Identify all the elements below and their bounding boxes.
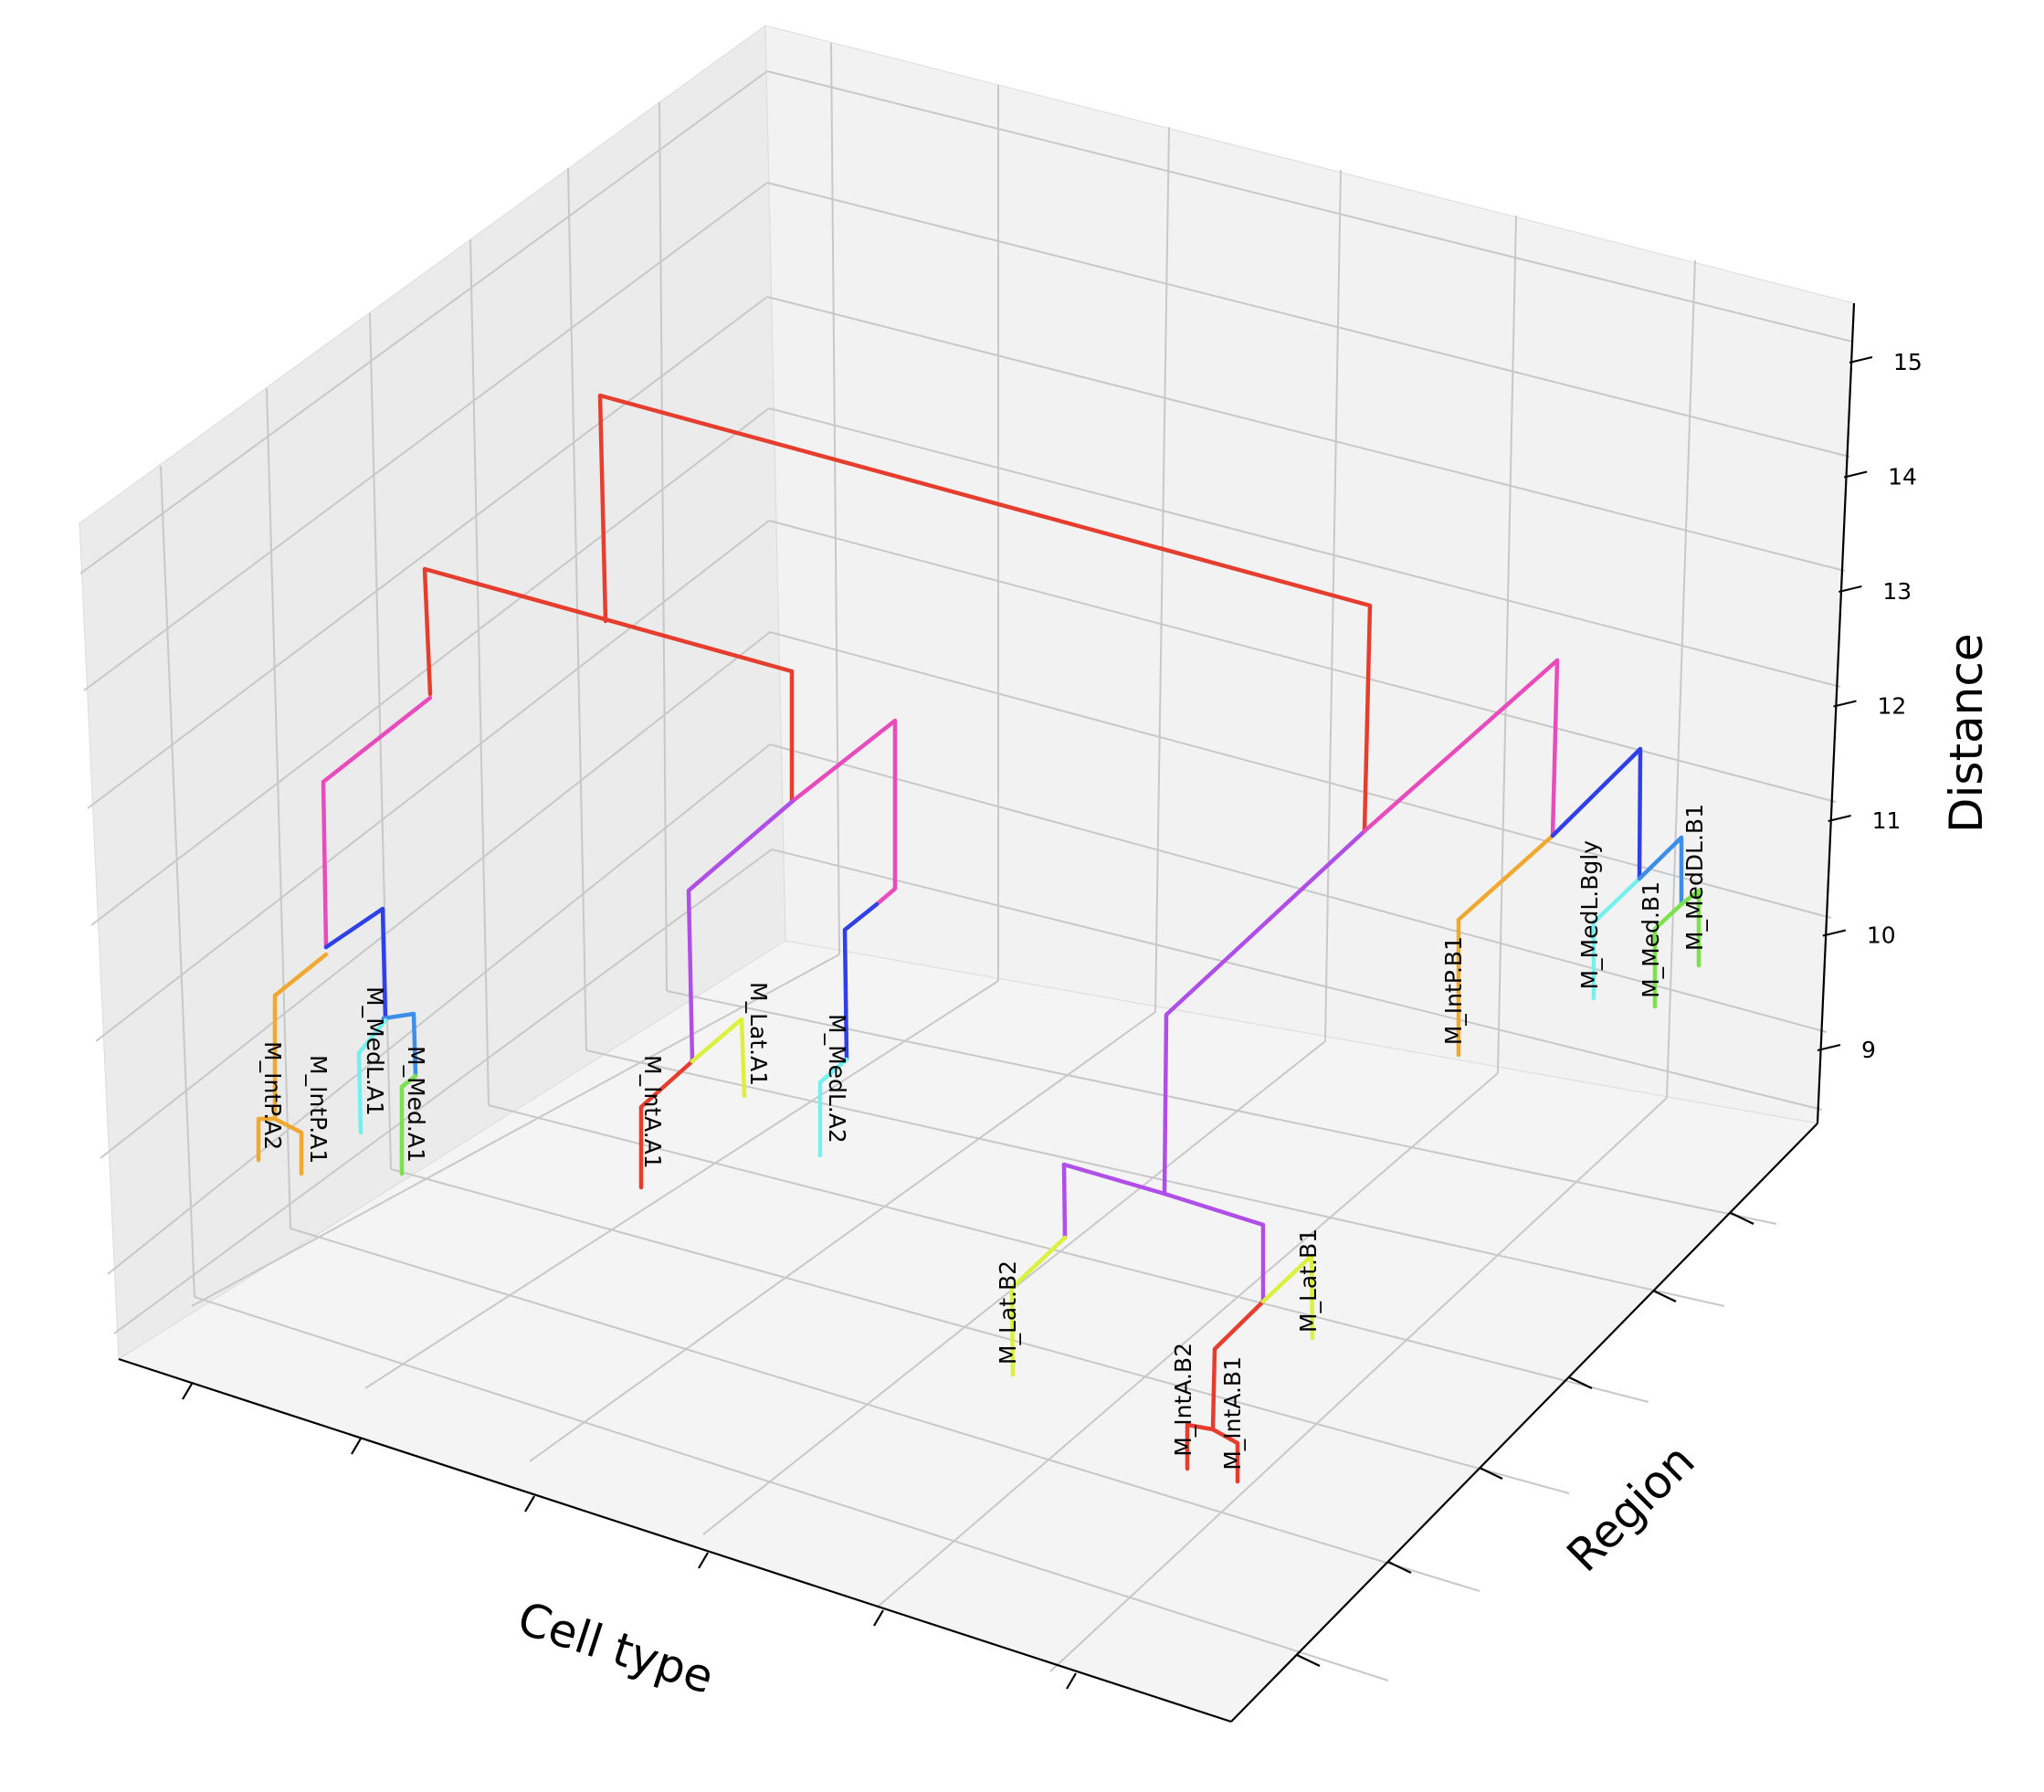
leaf-label: M_IntA.A1	[639, 1055, 666, 1169]
z-tick-label: 10	[1867, 922, 1896, 949]
leaf-label: M_MedL.Bgly	[1576, 840, 1603, 990]
branch-cyan-A1	[356, 1017, 388, 1135]
branch-red-A1	[638, 1059, 695, 1190]
z-tick-mark	[1817, 1044, 1841, 1051]
branch-orange-A2	[272, 1116, 304, 1176]
leaf-label: M_IntP.A2	[259, 1041, 286, 1150]
branch-blue-B	[1550, 746, 1643, 881]
z-tick-mark	[1833, 700, 1857, 708]
branch-purple-B	[1162, 828, 1367, 1196]
branch-green-B2	[1679, 888, 1702, 968]
leaf-label: M_Lat.A1	[745, 982, 772, 1086]
z-tick-mark	[1839, 585, 1862, 593]
z-tick-mark	[1828, 815, 1851, 822]
x-axis-line	[118, 1357, 1232, 1723]
leaf-label: M_MedL.A2	[824, 1014, 850, 1144]
z-tick-label: 9	[1861, 1037, 1876, 1063]
z-tick-label: 14	[1888, 464, 1917, 490]
z-tick-mark	[1822, 929, 1847, 937]
branch-pink-A2	[790, 718, 898, 907]
branch-green-B1	[1652, 901, 1684, 1009]
pane-back	[764, 25, 1855, 1124]
leaf-label: M_Med.B1	[1638, 881, 1664, 998]
leaf-label: M_IntP.B1	[1440, 936, 1467, 1045]
branch-red-A	[422, 566, 795, 804]
z-axis-title: Distance	[1940, 633, 1993, 833]
branch-cyan-A2	[817, 1057, 849, 1158]
z-axis-line	[1816, 302, 1856, 1124]
branch-purple-A2	[686, 798, 795, 1064]
branch-purple-B2	[1061, 1162, 1167, 1240]
branch-blue-A2	[842, 901, 880, 1062]
leaf-labels: M_IntP.A2 M_IntP.A1 M_MedL.A1 M_Med.A1 M_Int…	[259, 804, 1708, 1470]
branch-root	[597, 393, 1373, 834]
y-axis-line	[1230, 1123, 1818, 1723]
branch-purple-B3	[1162, 1191, 1266, 1304]
z-tick-mark	[1843, 470, 1868, 479]
leaf-label: M_IntP.A1	[305, 1055, 332, 1164]
leaf-label: M_MedL.A1	[362, 986, 388, 1116]
branch-orange-B	[1456, 833, 1555, 1058]
branch-pink-B	[1362, 658, 1560, 838]
z-tick-mark	[1849, 356, 1873, 364]
branch-yellow-A1	[690, 1017, 747, 1099]
axes	[118, 302, 1856, 1723]
leaf-label: M_Lat.B1	[1295, 1228, 1322, 1333]
y-axis-title: Region	[1557, 1434, 1705, 1582]
z-ticks: 9 10 11 12 13 14 15	[1817, 349, 1923, 1063]
z-tick-label: 15	[1893, 349, 1923, 375]
z-tick-label: 13	[1882, 578, 1912, 605]
z-tick-label: 12	[1878, 693, 1907, 720]
leaf-label: M_MedDL.B1	[1681, 804, 1708, 951]
branch-yellow-B2	[1009, 1235, 1068, 1377]
leaf-label: M_IntA.B1	[1219, 1356, 1246, 1470]
branch-pink-A1	[321, 695, 433, 950]
branch-yellow-B1	[1260, 1253, 1315, 1341]
z-tick-label: 11	[1872, 807, 1902, 834]
branch-lightblue-B	[1637, 835, 1684, 907]
leaf-label: M_IntA.B2	[1170, 1343, 1196, 1457]
x-axis-title: Cell type	[511, 1591, 720, 1703]
branch-cyan-B	[1591, 876, 1642, 1001]
leaf-label: M_Lat.B2	[995, 1260, 1021, 1365]
leaf-label: M_Med.A1	[403, 1046, 429, 1163]
branch-red-B2	[1210, 1427, 1240, 1484]
grid-lines	[79, 42, 1853, 1681]
branch-green-A1	[399, 1073, 418, 1176]
dendrogram-branches	[256, 393, 1702, 1484]
